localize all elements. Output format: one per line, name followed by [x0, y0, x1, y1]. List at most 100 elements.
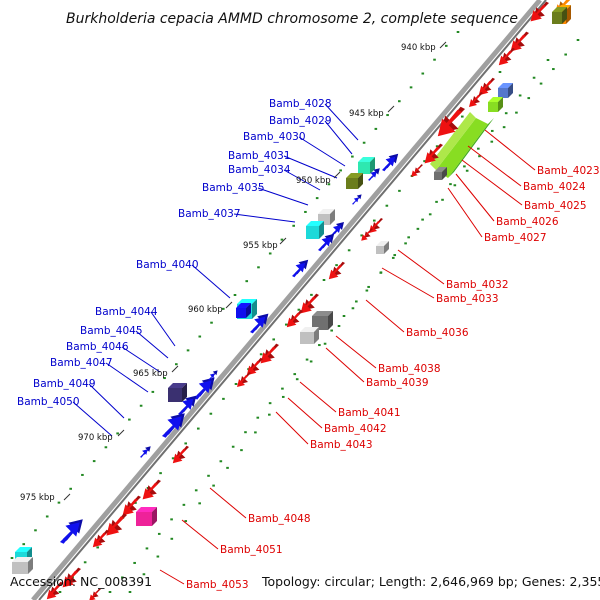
dot-track-right-2 [393, 254, 397, 257]
dot-track-right [305, 358, 309, 361]
gene-reverse-bamb-4051 [136, 507, 157, 526]
gene-label-reverse: Bamb_4024 [523, 181, 586, 193]
dot-track-right [145, 547, 149, 550]
dot-track-mid-left [196, 427, 200, 430]
dot-track-left [69, 487, 72, 490]
dot-track-right [502, 126, 506, 129]
kbp-markers: 940 kbp 945 kbp 950 kbp 955 kbp 960 kbp 965 k… [20, 41, 447, 503]
dot-track-left [315, 197, 319, 200]
gene-reverse-bamb-4036 [328, 261, 345, 280]
gene-label-reverse: Bamb_4051 [220, 544, 283, 556]
dot-track-left [233, 294, 237, 296]
gene-label-reverse: Bamb_4027 [484, 232, 547, 244]
dot-track-right-2 [212, 484, 215, 487]
dot-track-left [421, 72, 425, 75]
dot-track-right [355, 300, 358, 303]
gene-labels: Bamb_4028 Bamb_4029 Bamb_4030 Bamb_4031 Bamb… [17, 98, 600, 591]
kbp-label: 955 kbp [243, 241, 278, 251]
leader-line-reverse [287, 397, 323, 429]
gene-reverse-bamb-4027-b [434, 167, 447, 180]
leader-line-reverse [365, 299, 405, 333]
dot-track-right [293, 373, 297, 376]
gene-label-forward: Bamb_4028 [269, 98, 332, 110]
dot-track-right-2 [309, 360, 313, 363]
gene-forward-bamb-4031 [368, 168, 380, 181]
dot-track-right [490, 140, 494, 143]
dot-track-left [444, 44, 448, 47]
dot-track-left [10, 557, 14, 559]
dot-track-right [465, 169, 469, 172]
gene-reverse-bamb-4038 [300, 293, 319, 314]
gene-reverse-bamb-4042 [246, 357, 263, 376]
gene-forward-bamb-4051-f [60, 519, 83, 544]
gene-label-reverse: Bamb_4036 [406, 327, 469, 339]
dot-track-right [207, 474, 210, 477]
gene-reverse-bamb-4053-b [46, 581, 63, 600]
gene-reverse-bamb-4053-c [89, 588, 101, 600]
gene-label-reverse: Bamb_4025 [524, 200, 587, 212]
gene-reverse-top-2 [510, 31, 529, 52]
gene-reverse-bamb-4043 [237, 372, 251, 387]
gene-reverse-bamb-4048-b [122, 495, 141, 516]
gene-reverse-bamb-4048 [142, 479, 161, 500]
dot-track-right-2 [142, 573, 146, 576]
leader-line-forward [150, 311, 176, 347]
dot-track-right [170, 518, 173, 521]
gene-reverse-bamb-4027 [411, 164, 423, 177]
gene-label-reverse: Bamb_4043 [310, 439, 373, 451]
dot-track-left [245, 280, 249, 283]
gene-label-forward: Bamb_4045 [80, 325, 143, 337]
gene-reverse-bamb-4038-b [286, 309, 303, 328]
dot-track-right-2 [490, 129, 494, 132]
dot-track-mid-left [297, 308, 301, 311]
gene-forward-bamb-4047-c [208, 370, 218, 381]
dot-track-mid-left [460, 115, 464, 118]
leader-line-reverse [299, 381, 337, 413]
dot-track-left [57, 501, 61, 504]
dot-track-left [257, 266, 260, 269]
leader-line-reverse [447, 187, 483, 238]
dot-track-left [304, 210, 307, 213]
gene-label-reverse: Bamb_4041 [338, 407, 401, 419]
dot-track-left [151, 390, 155, 393]
gene-reverse-bamb-4026 [424, 143, 443, 164]
leader-line-reverse [397, 249, 445, 285]
leader-line-reverse [209, 487, 247, 519]
gene-label-reverse: Bamb_4032 [446, 279, 509, 291]
dot-track-right [219, 460, 223, 463]
dot-track-right-2 [421, 218, 424, 221]
leader-line-reverse [455, 173, 495, 222]
gene-forward-bamb-4049 [162, 413, 185, 438]
dot-track-right [342, 315, 346, 317]
dot-track-mid-left [335, 264, 338, 267]
leader-line-forward [298, 136, 346, 167]
dot-track-right [182, 503, 186, 506]
dot-track-mid-left [347, 249, 351, 252]
backbone-line [31, 0, 542, 600]
dot-track-right [256, 416, 260, 419]
dot-track-mid-left [435, 145, 439, 148]
dot-track-right [453, 184, 457, 187]
dot-track-right-2 [407, 236, 410, 239]
gene-reverse-top-1 [530, 1, 549, 22]
dot-track-left [280, 238, 284, 241]
backbone-shadow [38, 0, 547, 600]
dot-track-mid-left [159, 472, 162, 475]
dot-track-left [362, 141, 366, 144]
dot-track-mid-left [423, 160, 426, 163]
gene-label-reverse: Bamb_4026 [496, 216, 559, 228]
gene-reverse-bamb-4043-b [172, 445, 189, 464]
dot-track-mid-left [360, 234, 364, 237]
dot-track-left [175, 363, 178, 366]
gene-label-reverse: Bamb_4048 [248, 513, 311, 525]
leader-line-forward [121, 346, 161, 373]
gene-reverse-top-3 [498, 47, 515, 66]
dot-track-left [398, 100, 401, 103]
leader-line-reverse [159, 569, 185, 585]
kbp-tick [439, 41, 447, 49]
kbp-label: 970 kbp [78, 433, 113, 443]
gene-forward-bamb-4029 [346, 173, 363, 189]
gene-forward-bamb-4044-b [236, 303, 251, 318]
leader-line-forward [283, 155, 338, 179]
